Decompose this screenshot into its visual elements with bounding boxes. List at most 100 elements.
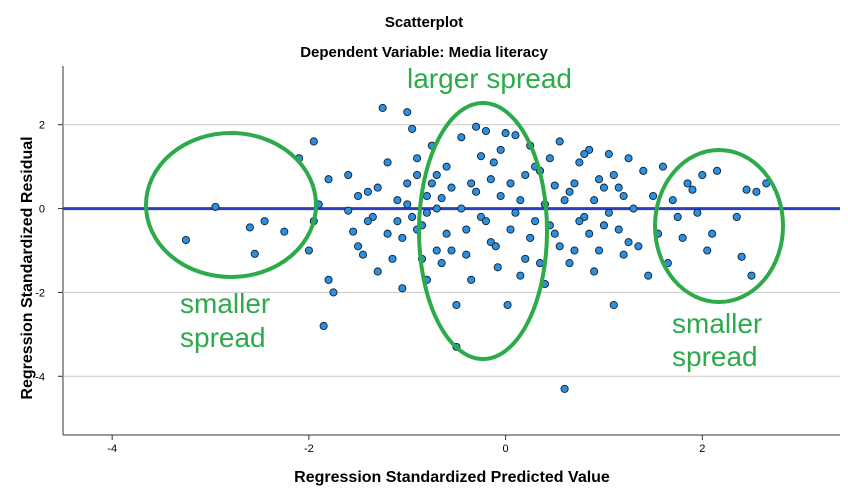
data-point — [604, 208, 613, 217]
data-point — [354, 242, 363, 251]
data-point — [703, 246, 712, 255]
data-point — [383, 158, 392, 167]
data-point — [624, 238, 633, 247]
data-point — [403, 179, 412, 188]
data-point — [599, 221, 608, 230]
data-point — [609, 170, 618, 180]
data-point — [575, 158, 584, 167]
data-point — [408, 124, 417, 133]
data-point — [358, 250, 368, 259]
data-point — [432, 246, 441, 255]
data-point — [737, 252, 746, 261]
data-point — [614, 225, 623, 234]
data-point — [511, 208, 520, 217]
chart-subtitle: Dependent Variable: Media literacy — [300, 44, 548, 61]
annotation-smaller-left-line1: smaller — [180, 288, 270, 319]
data-point — [501, 129, 510, 138]
data-point — [535, 259, 545, 268]
data-point — [496, 145, 505, 154]
y-tick-label: 0 — [39, 204, 45, 216]
data-point — [403, 108, 412, 117]
annotation-smaller-right-line1: smaller — [672, 308, 762, 339]
data-point — [442, 229, 451, 238]
data-point — [619, 191, 628, 201]
chart-title: Scatterplot — [385, 14, 463, 31]
data-point — [324, 275, 333, 284]
data-point — [467, 179, 476, 188]
data-point — [432, 170, 441, 180]
data-point — [452, 300, 461, 310]
data-point — [250, 249, 259, 258]
data-point — [634, 242, 643, 251]
data-point — [503, 300, 512, 310]
annotation-ellipse-center — [417, 101, 549, 361]
data-point — [413, 154, 422, 163]
data-point — [560, 384, 569, 393]
data-point — [447, 246, 456, 255]
data-point — [698, 170, 707, 180]
data-point — [658, 162, 668, 171]
data-point — [422, 208, 431, 217]
data-point — [211, 202, 220, 211]
data-point — [393, 196, 402, 205]
data-point — [280, 227, 289, 236]
data-point — [550, 229, 559, 238]
data-point — [476, 152, 486, 161]
data-point — [329, 288, 338, 297]
y-axis-title: Regression Standardized Residual — [19, 136, 36, 399]
data-point — [531, 217, 540, 226]
data-point — [678, 233, 687, 242]
data-point — [516, 196, 525, 205]
data-point — [344, 206, 353, 215]
data-point — [570, 246, 579, 255]
data-point — [422, 191, 431, 201]
data-point — [442, 162, 451, 171]
data-point — [432, 204, 441, 213]
data-point — [752, 187, 761, 196]
data-point — [521, 254, 530, 263]
data-point — [491, 242, 500, 251]
data-point — [516, 271, 525, 280]
data-point — [457, 133, 466, 142]
data-point — [472, 187, 481, 196]
data-point — [393, 217, 402, 226]
data-point — [688, 185, 697, 194]
x-tick-label: -4 — [107, 443, 117, 455]
data-point — [373, 183, 382, 192]
data-point — [594, 246, 604, 255]
data-point — [506, 179, 515, 188]
data-point — [604, 150, 613, 159]
data-point — [570, 179, 579, 188]
annotation-ellipse-left — [144, 131, 318, 279]
data-point — [437, 259, 446, 268]
data-point — [555, 242, 564, 251]
x-tick-label: -2 — [304, 443, 314, 455]
data-point — [575, 217, 584, 226]
annotation-smaller-right-line2: spread — [672, 341, 758, 372]
x-tick-label: 0 — [503, 443, 509, 455]
data-point — [472, 122, 481, 131]
y-tick-label: 2 — [39, 120, 45, 132]
data-point — [447, 183, 456, 192]
data-point — [693, 208, 702, 217]
data-point — [555, 137, 564, 146]
data-point — [496, 191, 505, 201]
x-tick-label: 2 — [699, 443, 705, 455]
data-point — [594, 175, 604, 184]
y-tick-label: -4 — [35, 371, 45, 383]
x-axis-title: Regression Standardized Predicted Value — [294, 469, 610, 486]
data-point — [462, 250, 471, 259]
data-point — [565, 259, 574, 268]
data-point — [354, 191, 363, 201]
data-point — [373, 267, 382, 276]
data-point — [506, 225, 515, 234]
data-point — [462, 225, 471, 234]
data-point — [580, 150, 589, 159]
data-point — [619, 250, 628, 259]
data-point — [486, 175, 495, 184]
data-point — [383, 229, 392, 238]
data-point — [349, 227, 358, 236]
data-point — [493, 263, 502, 272]
data-point — [398, 233, 407, 242]
data-point — [398, 284, 407, 293]
